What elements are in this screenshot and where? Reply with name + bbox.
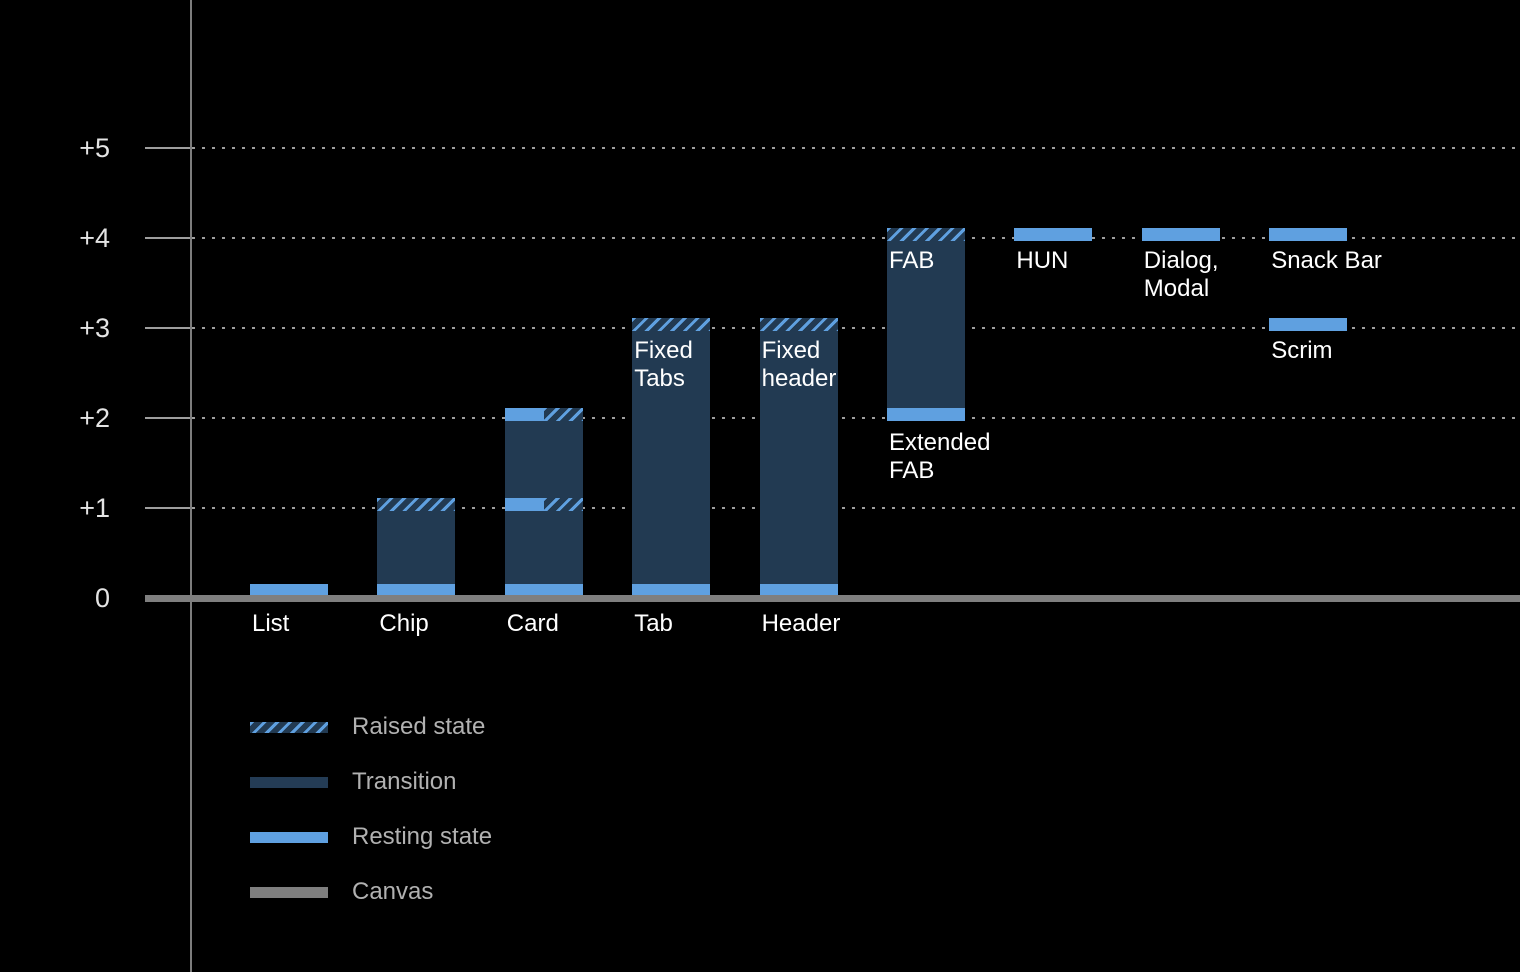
- bar-segment-transition: [759, 330, 838, 584]
- bar-segment-resting: [1014, 228, 1093, 241]
- y-axis-tick-label: +4: [79, 223, 110, 253]
- legend-swatch-canvas: [250, 886, 328, 898]
- legend-item-transition: Transition: [250, 768, 492, 795]
- bar-segment-transition: [377, 510, 456, 584]
- y-axis-tick-label: +1: [79, 493, 110, 523]
- bar-segment-resting: [504, 583, 583, 596]
- canvas-baseline: [145, 594, 1520, 602]
- gridline: [192, 147, 1520, 149]
- y-axis-tick-label: 0: [94, 583, 110, 613]
- gridline: [192, 237, 1520, 239]
- bar-segment-resting: [1269, 228, 1348, 241]
- bar-segment-resting: [759, 583, 838, 596]
- bar-label: Extended FAB: [889, 428, 991, 484]
- axis-tick: [145, 327, 190, 329]
- bar-label: Dialog, Modal: [1143, 247, 1219, 302]
- legend-swatch-raised: [250, 721, 328, 733]
- bar-label: Tab: [634, 609, 673, 637]
- bar-segment-raised: [377, 498, 456, 511]
- axis-tick: [145, 417, 190, 419]
- bar-segment-raised: [887, 228, 965, 241]
- bar-segment-resting: [377, 583, 456, 596]
- gridline: [192, 417, 1520, 419]
- bar-label: Snack Bar: [1271, 247, 1382, 274]
- y-axis-tick-label: +3: [79, 313, 110, 343]
- bar-label: Header: [761, 609, 841, 637]
- bar-label: Fixed header: [761, 337, 837, 392]
- gridline: [192, 507, 1520, 509]
- bar-segment-transition: [632, 330, 711, 584]
- bar-label: Card: [506, 609, 559, 637]
- bar-segment-resting: [250, 583, 328, 596]
- bar-label: FAB: [889, 247, 935, 274]
- legend-item-raised: Raised state: [250, 713, 492, 740]
- bar-segment-raised: [759, 318, 838, 331]
- legend-label-resting: Resting state: [352, 823, 493, 850]
- gridline: [192, 327, 1520, 329]
- bar-segment-resting: [1269, 318, 1348, 331]
- bar-segment-raised: [632, 318, 711, 331]
- bar-segment-resting_raised: [504, 408, 583, 421]
- legend-label-canvas: Canvas: [352, 878, 434, 905]
- bar-label: Scrim: [1271, 337, 1333, 364]
- y-axis-line: [190, 0, 192, 972]
- bar-label: Fixed Tabs: [634, 337, 693, 392]
- legend-swatch-transition: [250, 776, 328, 788]
- axis-tick: [145, 237, 190, 239]
- y-axis-tick-label: +2: [79, 403, 110, 433]
- axis-tick: [145, 147, 190, 149]
- bar-label: Chip: [379, 609, 429, 637]
- legend: Raised state Transition Resting state Ca…: [250, 713, 493, 905]
- bar-segment-transition: [887, 240, 965, 409]
- bar-segment-transition: [504, 510, 583, 584]
- legend-label-raised: Raised state: [352, 713, 486, 740]
- bar-segment-resting: [632, 583, 711, 596]
- bar-segment-resting: [887, 408, 965, 421]
- bar-segment-transition: [504, 420, 583, 499]
- legend-item-canvas: Canvas: [250, 878, 492, 905]
- bar-segment-resting_raised: [504, 498, 583, 511]
- legend-item-resting: Resting state: [250, 823, 493, 850]
- axis-tick: [145, 507, 190, 509]
- bar-label: List: [252, 609, 290, 637]
- y-axis-tick-label: +5: [79, 133, 110, 163]
- legend-swatch-resting: [250, 831, 328, 843]
- bar-segment-resting: [1141, 228, 1220, 241]
- legend-label-transition: Transition: [352, 768, 457, 795]
- bar-label: HUN: [1016, 247, 1069, 274]
